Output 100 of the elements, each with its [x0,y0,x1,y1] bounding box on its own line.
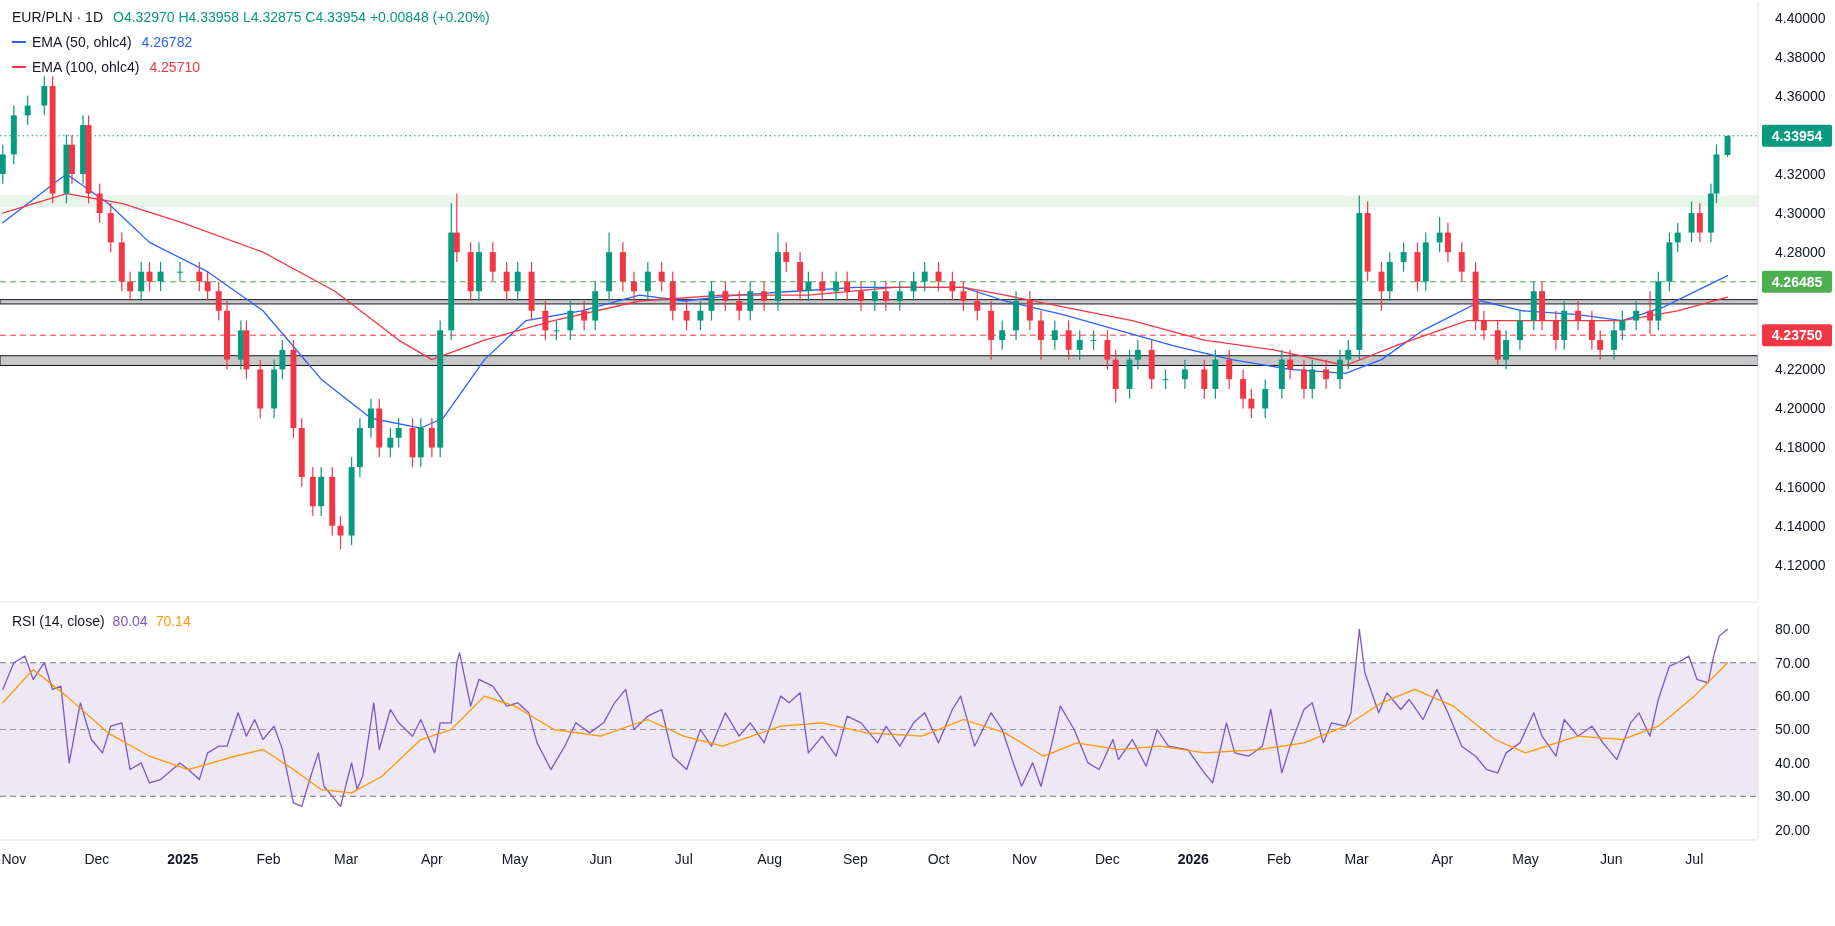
y-tick-label: 4.22000 [1775,361,1826,378]
line-series [2,628,1729,807]
candlestick [736,290,743,322]
candlestick [1076,329,1083,361]
candlestick [1134,339,1141,370]
candlestick [514,261,521,302]
candlestick [1240,368,1247,410]
x-tick-label: Oct [927,851,950,867]
x-tick-label: Jul [674,851,693,867]
x-tick-label: Nov [1011,851,1037,867]
candlestick [697,300,704,331]
y-tick-label: 60.00 [1775,688,1811,705]
x-tick-label: Feb [256,851,281,867]
candlestick [138,261,145,302]
y-tick-label: 50.00 [1775,721,1811,738]
candlestick [974,290,981,322]
y-tick-label: 40.00 [1775,754,1811,771]
candlestick [960,280,967,312]
candlestick [1201,359,1208,400]
y-tick-label: 4.28000 [1775,244,1826,261]
x-tick-label: Apr [1431,851,1454,867]
candlestick [747,280,754,322]
candlestick [871,280,878,312]
candlestick [1090,329,1097,351]
candlestick [910,271,917,302]
annotation: 70.14 [155,613,191,629]
candlestick [1611,319,1618,361]
candlestick [1696,202,1703,243]
x-tick-label: Jun [589,851,613,867]
y-tick-label: 70.00 [1775,654,1811,671]
y-tick-label: 4.40000 [1775,9,1826,26]
candlestick [1051,319,1058,351]
candlestick [24,95,31,126]
candlestick [1674,222,1681,253]
candlestick [215,280,222,322]
candlestick [1575,300,1582,331]
text: EUR/PLN · 1D [12,9,104,25]
x-tick-label: 2026 [1177,851,1210,867]
candlestick [999,319,1006,351]
candlestick [631,271,637,302]
candlestick [395,417,402,449]
legend-label: EMA (50, ohlc4) [32,34,132,50]
x-tick-label: Mar [334,851,359,867]
candlestick [858,280,864,312]
y-tick-label: 80.00 [1775,621,1811,638]
candlestick [949,271,956,302]
x-tick-label: May [501,851,529,867]
candlestick [644,261,651,302]
candlestick [1688,200,1695,243]
candlestick [783,241,790,273]
candlestick [368,398,374,439]
candlestick [127,271,134,302]
x-tick-label: 2025 [167,851,199,867]
candlestick [1162,368,1169,390]
y-tick-label: 4.18000 [1775,439,1826,456]
candlestick [921,261,928,292]
candlestick [1226,349,1233,390]
candlestick [1248,388,1255,419]
x-tick-label: Jun [1599,851,1623,867]
candlestick [1633,300,1640,331]
candlestick [805,271,812,302]
candlestick [553,319,560,341]
y-tick-label: 4.32000 [1775,165,1826,182]
candlestick [1026,290,1033,331]
candlestick [279,339,286,380]
y-tick-label: 4.20000 [1775,400,1826,417]
candlestick [844,271,851,302]
text: O4.32970 H4.33958 L4.32875 C4.33954 +0.00848 (+0.20%) [113,9,490,25]
x-tick-label: Dec [84,851,110,867]
legend-label: EMA (100, ohlc4) [32,59,140,75]
candlestick [1516,310,1523,351]
candlestick [1181,359,1188,390]
x-tick-label: Dec [1094,851,1120,867]
x-tick-label: Sep [843,851,869,867]
candlestick [819,271,826,302]
candlestick [882,280,889,312]
candlestick [833,271,840,302]
candlestick [453,192,460,263]
candlestick [1400,241,1407,273]
candlestick [683,300,690,331]
candlestick [387,427,394,458]
y-tick-label: 4.14000 [1775,517,1826,534]
y-tick-label: 4.30000 [1775,204,1826,221]
candlestick [1444,222,1451,263]
annotation: 4.25710 [149,59,201,75]
x-tick-label: Feb [1266,851,1292,867]
x-tick-label: Apr [420,851,444,867]
x-tick-label: Jul [1685,851,1704,867]
y-tick-label: 4.36000 [1775,87,1826,104]
candlestick [761,280,768,312]
candlestick [722,280,729,312]
candlestick [196,261,203,292]
candlestick [658,261,665,292]
candlestick [1309,359,1316,400]
candlestick [581,300,588,331]
ref-line-label: 4.26485 [1771,273,1823,290]
x-tick-label: Mar [1344,851,1369,867]
candlestick [1301,359,1307,400]
candlestick [204,271,211,302]
line-series [2,173,1729,429]
